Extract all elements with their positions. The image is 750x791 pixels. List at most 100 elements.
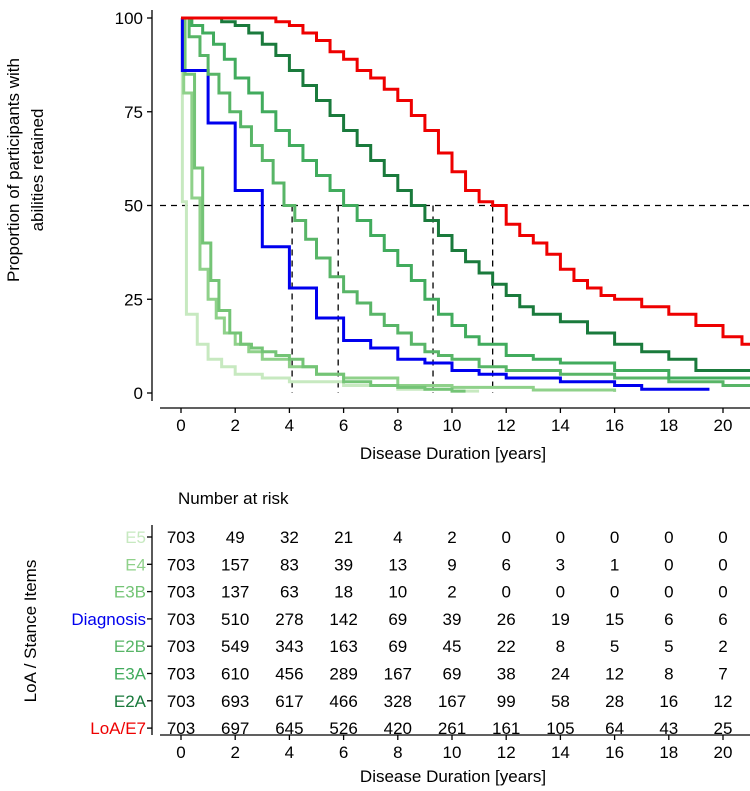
risk-table: Number at risk LoA / Stance Items E5 703 4… xyxy=(21,489,750,786)
risk-cell: 703 xyxy=(167,692,195,711)
risk-cell: 69 xyxy=(388,637,407,656)
risk-cell: 5 xyxy=(610,637,619,656)
x-tick-label: 4 xyxy=(285,416,294,435)
risk-cell: 0 xyxy=(610,583,619,602)
risk-table-y-title: LoA / Stance Items xyxy=(21,560,40,703)
series-line-e4 xyxy=(181,16,617,392)
risk-cell: 3 xyxy=(556,555,565,574)
risk-cell: 21 xyxy=(334,528,353,547)
y-axis-title-line2: abilities retained xyxy=(28,109,47,232)
x-tick-label: 20 xyxy=(714,416,733,435)
risk-cell: 2 xyxy=(718,637,727,656)
risk-cell: 12 xyxy=(605,665,624,684)
risk-cell: 0 xyxy=(556,583,565,602)
risk-table-x-tick-label: 4 xyxy=(285,743,294,762)
risk-row-label-e5: E5 xyxy=(125,528,146,547)
risk-cell: 526 xyxy=(329,719,357,738)
x-tick-label: 2 xyxy=(230,416,239,435)
y-axis-title-line1: Proportion of participants with xyxy=(4,58,23,282)
risk-cell: 19 xyxy=(551,610,570,629)
risk-cell: 8 xyxy=(664,665,673,684)
risk-cell: 645 xyxy=(275,719,303,738)
risk-cell: 0 xyxy=(501,528,510,547)
risk-cell: 289 xyxy=(329,665,357,684)
risk-cell: 703 xyxy=(167,583,195,602)
risk-cell: 39 xyxy=(334,555,353,574)
risk-cell: 456 xyxy=(275,665,303,684)
risk-cell: 420 xyxy=(384,719,412,738)
series-group xyxy=(180,16,750,393)
x-tick-label: 14 xyxy=(551,416,570,435)
risk-table-x-tick-label: 12 xyxy=(497,743,516,762)
risk-cell: 12 xyxy=(714,692,733,711)
risk-cell: 703 xyxy=(167,610,195,629)
risk-cell: 26 xyxy=(497,610,516,629)
risk-cell: 163 xyxy=(329,637,357,656)
risk-cell: 0 xyxy=(610,528,619,547)
risk-table-x-tick-label: 20 xyxy=(714,743,733,762)
series-line-e5 xyxy=(180,16,480,393)
series-line-e2b xyxy=(181,16,750,387)
risk-cell: 0 xyxy=(501,583,510,602)
risk-row-label-e4: E4 xyxy=(125,555,146,574)
risk-cell: 6 xyxy=(718,610,727,629)
y-tick-label: 75 xyxy=(124,103,143,122)
x-axis: 0 2 4 6 8 10 12 14 16 18 20 xyxy=(160,407,750,435)
risk-row-label-diagnosis: Diagnosis xyxy=(71,610,146,629)
risk-cell: 328 xyxy=(384,692,412,711)
risk-cell: 617 xyxy=(275,692,303,711)
risk-cell: 343 xyxy=(275,637,303,656)
x-tick-label: 0 xyxy=(176,416,185,435)
risk-row-label-e3b: E3B xyxy=(114,583,146,602)
series-line-e2a xyxy=(181,16,750,372)
risk-cell: 703 xyxy=(167,719,195,738)
risk-cell: 105 xyxy=(546,719,574,738)
risk-cell: 2 xyxy=(447,583,456,602)
risk-cell: 8 xyxy=(556,637,565,656)
risk-cell: 610 xyxy=(221,665,249,684)
risk-cell: 49 xyxy=(226,528,245,547)
y-tick-label: 50 xyxy=(124,197,143,216)
risk-cell: 0 xyxy=(556,528,565,547)
y-axis: 0 25 50 75 100 xyxy=(115,9,153,403)
risk-row-label-e2b: E2B xyxy=(114,637,146,656)
risk-cell: 157 xyxy=(221,555,249,574)
risk-table-x-tick-label: 14 xyxy=(551,743,570,762)
risk-cell: 6 xyxy=(501,555,510,574)
risk-cell: 0 xyxy=(718,583,727,602)
survival-plot: Proportion of participants with abilitie… xyxy=(4,9,750,463)
x-tick-label: 12 xyxy=(497,416,516,435)
risk-cell: 69 xyxy=(388,610,407,629)
series-line-e3a xyxy=(181,16,750,380)
risk-cell: 63 xyxy=(280,583,299,602)
risk-cell: 99 xyxy=(497,692,516,711)
risk-cell: 9 xyxy=(447,555,456,574)
risk-cell: 39 xyxy=(443,610,462,629)
risk-table-x-tick-label: 10 xyxy=(443,743,462,762)
risk-cell: 7 xyxy=(718,665,727,684)
risk-cell: 5 xyxy=(664,637,673,656)
x-tick-label: 8 xyxy=(393,416,402,435)
risk-cell: 38 xyxy=(497,665,516,684)
risk-cell: 466 xyxy=(329,692,357,711)
risk-cell: 703 xyxy=(167,528,195,547)
risk-cell: 697 xyxy=(221,719,249,738)
risk-table-rows: E5 703 49 32 21 4 2 0 0 0 0 0E4 703 157 83 39 13 9 6 3 1 0 0E3… xyxy=(71,525,732,738)
risk-cell: 10 xyxy=(388,583,407,602)
risk-table-x-axis: 0 2 4 6 8 10 12 14 16 18 20 xyxy=(160,734,750,762)
x-tick-label: 18 xyxy=(659,416,678,435)
risk-cell: 142 xyxy=(329,610,357,629)
risk-cell: 28 xyxy=(605,692,624,711)
risk-cell: 58 xyxy=(551,692,570,711)
risk-table-x-tick-label: 8 xyxy=(393,743,402,762)
risk-cell: 703 xyxy=(167,665,195,684)
risk-cell: 32 xyxy=(280,528,299,547)
risk-row-label-loa-e7: LoA/E7 xyxy=(90,719,146,738)
risk-table-title: Number at risk xyxy=(178,489,289,508)
risk-cell: 69 xyxy=(443,665,462,684)
risk-table-x-tick-label: 2 xyxy=(230,743,239,762)
risk-cell: 25 xyxy=(714,719,733,738)
series-line-loa-e7 xyxy=(181,16,750,346)
risk-cell: 278 xyxy=(275,610,303,629)
